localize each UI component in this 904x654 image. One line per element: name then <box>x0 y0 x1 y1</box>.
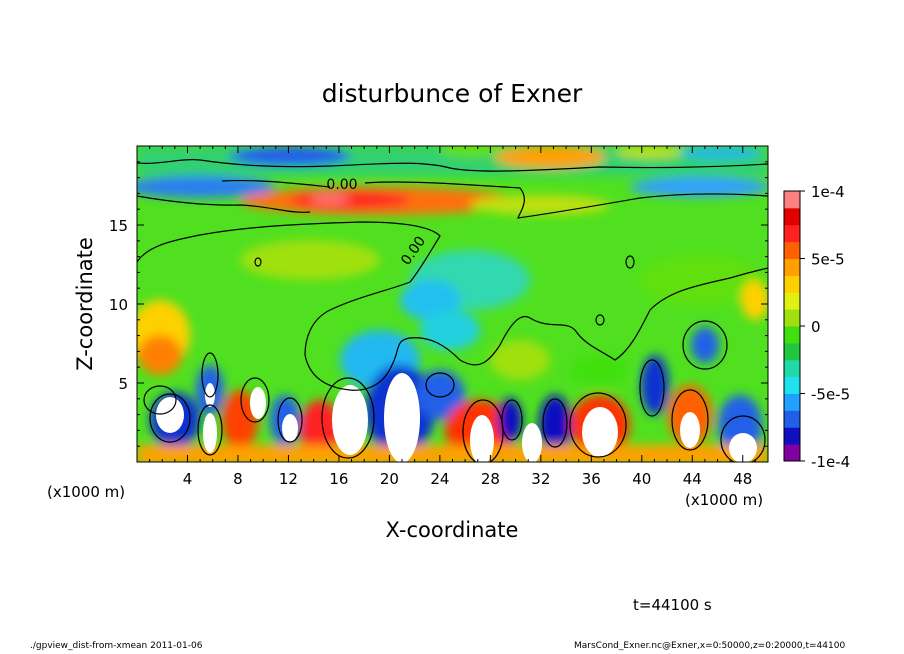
colorbar-swatch <box>784 292 800 310</box>
x-tick-label: 32 <box>531 470 550 488</box>
colorbar-swatch <box>784 309 800 327</box>
colorbar-swatch <box>784 427 800 445</box>
y-axis: 5 10 15 <box>109 161 768 447</box>
footer-right: MarsCond_Exner.nc@Exner,x=0:50000,z=0:20… <box>574 641 846 651</box>
x-tick-label: 28 <box>481 470 500 488</box>
x-tick-label: 12 <box>279 470 298 488</box>
colorbar-swatch <box>784 342 800 361</box>
time-label: t=44100 s <box>633 596 712 614</box>
colorbar-swatch <box>784 393 800 411</box>
colorbar-swatch <box>784 191 800 209</box>
colorbar-tick-label: 0 <box>811 318 821 336</box>
x-unit-right: (x1000 m) <box>685 491 763 509</box>
colorbar-tick-label: -1e-4 <box>811 453 850 471</box>
chart-title: disturbunce of Exner <box>322 79 583 108</box>
footer-left: ./gpview_dist-from-xmean 2011-01-06 <box>30 641 203 651</box>
colorbar-swatch <box>784 359 800 378</box>
colorbar-tick-label: -5e-5 <box>811 386 850 404</box>
colorbar: 1e-4 5e-5 0 -5e-5 -1e-4 <box>783 183 850 471</box>
x-tick-label: 16 <box>329 470 348 488</box>
x-unit-left: (x1000 m) <box>47 483 125 501</box>
colorbar-tick-label: 5e-5 <box>811 251 845 269</box>
x-tick-label: 40 <box>632 470 651 488</box>
colorbar-swatch <box>784 275 800 293</box>
colorbar-swatch <box>784 376 800 394</box>
x-tick-label: 4 <box>183 470 193 488</box>
colorbar-swatch <box>784 224 800 243</box>
contour-label-upper: 0.00 <box>326 177 357 193</box>
x-tick-label: 24 <box>430 470 449 488</box>
plot-area: 0.00 0.00 <box>137 146 768 462</box>
zero-contours <box>137 159 768 462</box>
colorbar-swatch <box>784 444 800 462</box>
x-tick-label: 20 <box>380 470 399 488</box>
colorbar-swatch <box>784 207 800 226</box>
y-axis-label: Z-coordinate <box>73 237 97 371</box>
y-tick-label: 5 <box>118 375 128 393</box>
white-regions <box>156 373 757 462</box>
y-tick-label: 15 <box>109 217 128 235</box>
colorbar-swatch <box>784 410 800 428</box>
x-tick-label: 8 <box>233 470 243 488</box>
x-axis-label: X-coordinate <box>386 518 519 542</box>
x-tick-label: 36 <box>582 470 601 488</box>
x-tick-label: 44 <box>683 470 702 488</box>
y-tick-label: 10 <box>109 296 128 314</box>
colorbar-swatch <box>784 258 800 276</box>
x-axis: 4 8 12 16 20 24 28 32 36 40 44 48 <box>149 146 756 488</box>
colorbar-tick-label: 1e-4 <box>811 183 845 201</box>
colorbar-swatch <box>784 326 800 344</box>
colorbar-swatch <box>784 241 800 259</box>
x-tick-label: 48 <box>733 470 752 488</box>
